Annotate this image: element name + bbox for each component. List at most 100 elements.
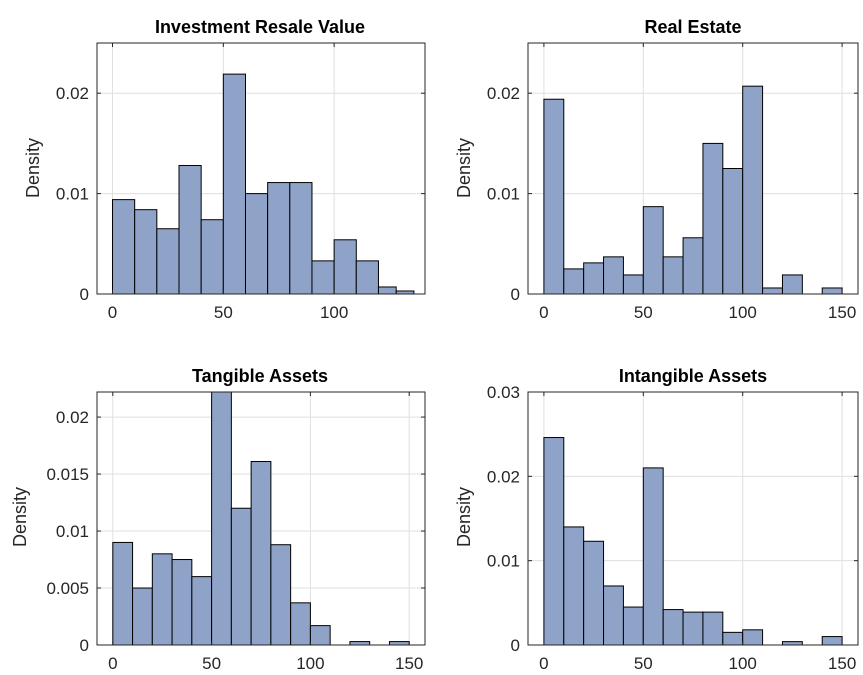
x-tick-label: 50 bbox=[202, 654, 221, 673]
histogram-bar bbox=[762, 287, 783, 295]
panel-intangible-assets: Intangible Assets Density 0 50 100 150 0 0.01… bbox=[454, 366, 859, 673]
plot-area: 0 50 100 0 0.01 0.02 bbox=[56, 42, 426, 322]
histogram-bar bbox=[543, 437, 565, 646]
histogram-bar bbox=[333, 239, 357, 295]
plot-area: 0 50 100 150 0 0.005 0.01 0.015 0.02 bbox=[46, 391, 426, 673]
histogram-bar bbox=[388, 641, 410, 646]
histogram-bar bbox=[563, 268, 585, 295]
y-tick-label: 0.03 bbox=[487, 383, 520, 402]
x-tick-label: 100 bbox=[729, 654, 757, 673]
x-tick-label: 150 bbox=[828, 654, 856, 673]
histogram-bar bbox=[821, 636, 843, 646]
panel-tangible-assets: Tangible Assets Density 0 50 100 15000.0050… bbox=[10, 366, 426, 673]
histogram-bar bbox=[309, 625, 331, 646]
panel-title: Intangible Assets bbox=[619, 366, 767, 386]
y-tick-label: 0 bbox=[80, 285, 89, 304]
histogram-bar bbox=[662, 256, 684, 295]
histogram-bar bbox=[682, 611, 704, 646]
histogram-bar bbox=[355, 260, 379, 295]
y-axis-label: Density bbox=[23, 138, 43, 198]
histogram-bar bbox=[662, 609, 684, 646]
histogram-bar bbox=[230, 507, 252, 646]
histogram-bar bbox=[222, 73, 246, 295]
histogram-bar bbox=[267, 182, 291, 295]
histogram-bar bbox=[112, 541, 134, 646]
histogram-bar bbox=[563, 526, 585, 646]
panel-title: Tangible Assets bbox=[192, 366, 328, 386]
panel-investment-resale-value: Investment Resale Value Density 0 50 10000… bbox=[23, 17, 426, 322]
histogram-bar bbox=[781, 274, 803, 295]
histogram-bar bbox=[781, 641, 803, 646]
y-tick-label: 0.02 bbox=[487, 467, 520, 486]
histogram-bar bbox=[311, 260, 335, 295]
y-tick-label: 0.01 bbox=[487, 552, 520, 571]
x-tick-label: 0 bbox=[108, 303, 117, 322]
histogram-bar bbox=[702, 611, 724, 646]
plot-area: 0 50 100 150 0 0.01 0.02 0.03 bbox=[487, 383, 859, 673]
y-tick-label: 0.02 bbox=[56, 408, 89, 427]
y-tick-label: 0 bbox=[511, 285, 520, 304]
x-tick-label: 0 bbox=[539, 654, 548, 673]
y-tick-label: 0.01 bbox=[487, 185, 520, 204]
histogram-bar bbox=[742, 85, 764, 295]
axes-box bbox=[96, 391, 426, 646]
x-tick-label: 0 bbox=[539, 303, 548, 322]
histogram-bar bbox=[622, 274, 644, 295]
y-tick-label: 0.01 bbox=[56, 185, 89, 204]
histogram-bar bbox=[603, 256, 624, 295]
histogram-bar bbox=[250, 461, 272, 646]
histogram-bar bbox=[583, 540, 605, 646]
histogram-bar bbox=[821, 287, 843, 295]
histogram-bar bbox=[377, 286, 397, 295]
x-tick-label: 150 bbox=[395, 654, 423, 673]
histogram-bar bbox=[702, 142, 724, 295]
axes-box bbox=[96, 42, 426, 295]
histogram-bar bbox=[112, 199, 136, 295]
histogram-bar bbox=[290, 602, 311, 646]
y-tick-label: 0.005 bbox=[46, 579, 89, 598]
axes-box bbox=[527, 391, 859, 646]
histogram-bar bbox=[200, 219, 224, 295]
histogram-bar bbox=[642, 206, 664, 295]
y-axis-label: Density bbox=[454, 138, 474, 198]
histogram-bar bbox=[722, 631, 744, 646]
x-tick-label: 100 bbox=[320, 303, 348, 322]
histogram-bar bbox=[603, 585, 624, 646]
x-tick-label: 50 bbox=[214, 303, 233, 322]
histogram-bar bbox=[244, 193, 269, 295]
histogram-bar bbox=[156, 228, 180, 295]
histogram-bar bbox=[151, 553, 173, 646]
histogram-bar bbox=[132, 587, 153, 646]
y-axis-label: Density bbox=[454, 487, 474, 547]
panel-title: Real Estate bbox=[644, 17, 741, 37]
y-tick-label: 0 bbox=[511, 636, 520, 655]
histogram-bar bbox=[722, 168, 744, 295]
y-tick-label: 0 bbox=[80, 636, 89, 655]
y-tick-label: 0.015 bbox=[46, 465, 89, 484]
histogram-bar bbox=[742, 629, 764, 646]
y-axis-label: Density bbox=[10, 487, 30, 547]
histogram-bar bbox=[622, 606, 644, 646]
x-tick-label: 0 bbox=[108, 654, 117, 673]
histogram-bar bbox=[134, 209, 158, 295]
histogram-bar bbox=[171, 559, 193, 646]
x-tick-label: 50 bbox=[634, 303, 653, 322]
panel-title: Investment Resale Value bbox=[155, 17, 365, 37]
x-tick-label: 150 bbox=[828, 303, 856, 322]
histogram-bar bbox=[583, 262, 605, 295]
panel-real-estate: Real Estate Density 0 50 100 150 0 0.01 0.02 bbox=[454, 17, 859, 322]
y-tick-label: 0.02 bbox=[56, 84, 89, 103]
histogram-bar bbox=[543, 98, 565, 295]
y-tick-label: 0.02 bbox=[487, 84, 520, 103]
y-tick-label: 0.01 bbox=[56, 522, 89, 541]
histogram-bar bbox=[191, 576, 213, 646]
x-tick-label: 100 bbox=[729, 303, 757, 322]
histogram-bar bbox=[270, 544, 292, 646]
x-tick-label: 100 bbox=[296, 654, 324, 673]
histogram-bar bbox=[289, 182, 313, 295]
x-tick-label: 50 bbox=[634, 654, 653, 673]
histogram-bar bbox=[682, 237, 704, 295]
axes-box bbox=[527, 42, 859, 295]
histogram-bar bbox=[178, 164, 202, 295]
